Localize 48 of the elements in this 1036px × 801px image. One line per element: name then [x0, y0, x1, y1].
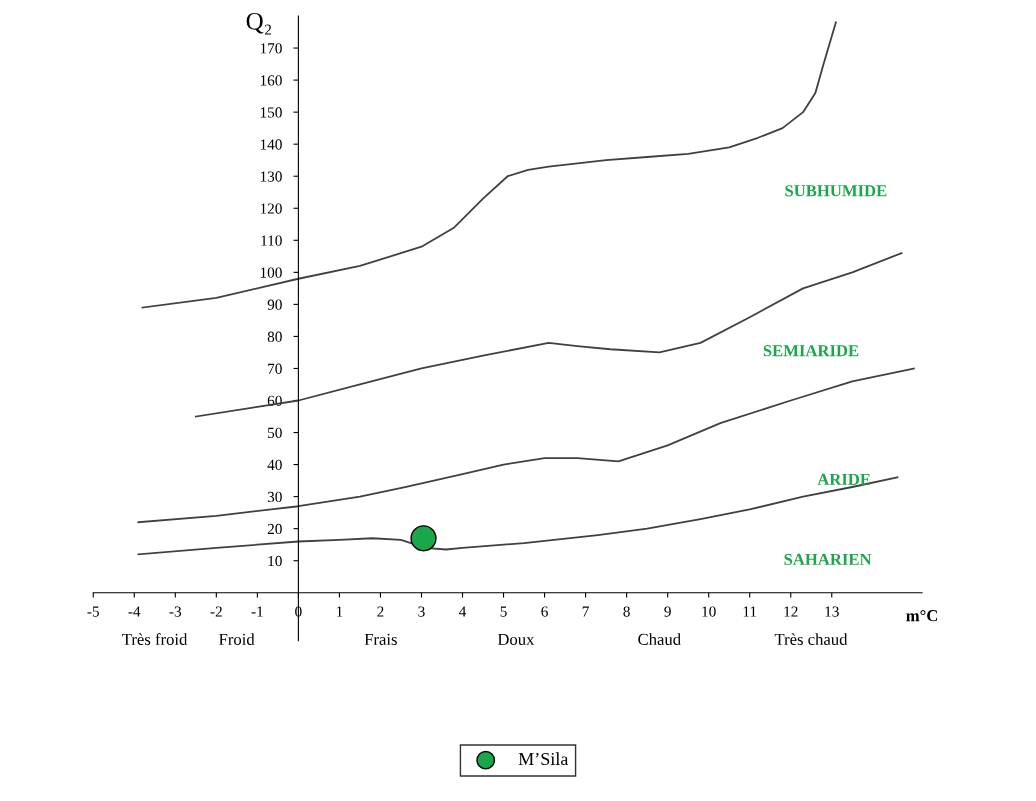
annotation: Frais — [364, 633, 397, 645]
x-tick-label: 2 — [377, 606, 384, 617]
x-tick-label: 1 — [336, 606, 343, 617]
annotation: SEMIARIDE — [763, 345, 859, 357]
y-tick-label: 150 — [260, 107, 282, 118]
y-tick-label: 20 — [267, 523, 282, 535]
annotation: Doux — [497, 633, 535, 645]
y-tick-label: 130 — [260, 171, 282, 182]
y-tick-label: 70 — [268, 363, 282, 374]
x-tick-label: 6 — [541, 606, 548, 617]
annotation: Chaud — [638, 633, 681, 645]
x-tick-label: 3 — [418, 606, 425, 617]
y-tick-label: 120 — [260, 203, 282, 214]
x-tick-label: 10 — [702, 606, 716, 617]
annotation: SAHARIEN — [784, 553, 872, 565]
x-tick-label: 13 — [825, 606, 839, 617]
y-tick-label: 90 — [267, 299, 282, 310]
x-tick-label: 4 — [458, 606, 467, 617]
y-tick-label: 100 — [260, 267, 282, 278]
x-axis-title: m°C — [906, 610, 938, 622]
y-tick-label: 30 — [267, 491, 282, 503]
y-tick-label: 80 — [267, 331, 282, 342]
legend-label: M’Sila — [518, 752, 569, 766]
x-tick-label: 8 — [623, 606, 630, 617]
x-tick-label: -2 — [210, 606, 222, 617]
x-tick-label: -3 — [169, 606, 182, 617]
x-tick-label: -5 — [87, 606, 100, 617]
annotation: Froid — [219, 633, 255, 645]
annotation: ARIDE — [817, 473, 871, 485]
x-tick-label: 12 — [784, 606, 798, 617]
y-tick-label: 110 — [261, 235, 282, 246]
x-tick-label: -1 — [251, 606, 263, 617]
x-tick-label: 7 — [582, 606, 589, 617]
x-tick-label: 5 — [500, 606, 507, 617]
x-tick-label: 11 — [743, 606, 757, 617]
y-tick-label: 140 — [260, 139, 282, 150]
y-tick-label: 40 — [267, 459, 282, 471]
line-series — [194, 252, 903, 418]
y-axis-title: Q₂ — [246, 12, 272, 35]
y-tick-label: 170 — [260, 43, 282, 54]
y-tick-label: 160 — [260, 75, 282, 86]
y-tick-label: 50 — [268, 427, 282, 438]
annotation: Très chaud — [774, 633, 848, 645]
annotation: Très froid — [122, 633, 188, 645]
y-tick-label: 10 — [268, 555, 282, 567]
x-tick-label: -4 — [128, 606, 141, 617]
annotation: SUBHUMIDE — [785, 185, 887, 197]
x-tick-label: 9 — [664, 606, 671, 617]
